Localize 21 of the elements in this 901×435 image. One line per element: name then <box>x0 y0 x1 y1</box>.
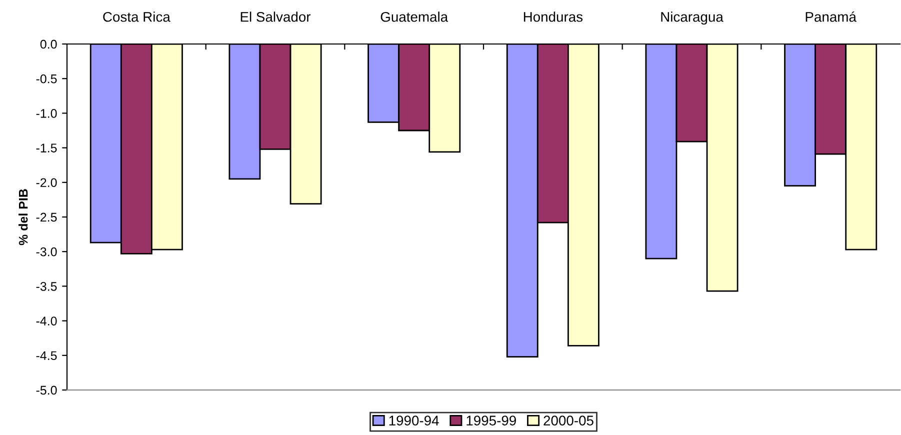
legend-label: 1990-94 <box>389 416 439 426</box>
y-tick-label: -2.0 <box>36 178 57 188</box>
y-tick-label: -2.5 <box>36 212 57 222</box>
y-tick-label: -4.0 <box>36 316 57 326</box>
y-tick-label: -5.0 <box>36 386 57 395</box>
x-tick-label: El Salvador <box>240 12 311 22</box>
y-tick-label: -4.5 <box>36 351 57 360</box>
x-tick-label: Nicaragua <box>661 12 724 25</box>
y-tick-label: -3.5 <box>36 282 57 291</box>
x-tick-label: Guatemala <box>380 12 448 22</box>
x-tick-label: Panamá <box>806 11 856 22</box>
legend-label: 1995-99 <box>466 416 516 426</box>
x-tick-label: Costa Rica <box>103 12 170 22</box>
x-tick-label: Honduras <box>524 12 583 22</box>
y-tick-label: -0.5 <box>36 74 57 84</box>
y-axis-title: % del PIB <box>18 189 28 246</box>
y-tick-label: -1.5 <box>36 144 57 152</box>
y-tick-label: -3.0 <box>36 247 57 256</box>
legend-label: 2000-05 <box>544 416 594 426</box>
y-tick-label: -1.0 <box>36 109 57 118</box>
y-tick-label: 0.0 <box>40 40 57 49</box>
